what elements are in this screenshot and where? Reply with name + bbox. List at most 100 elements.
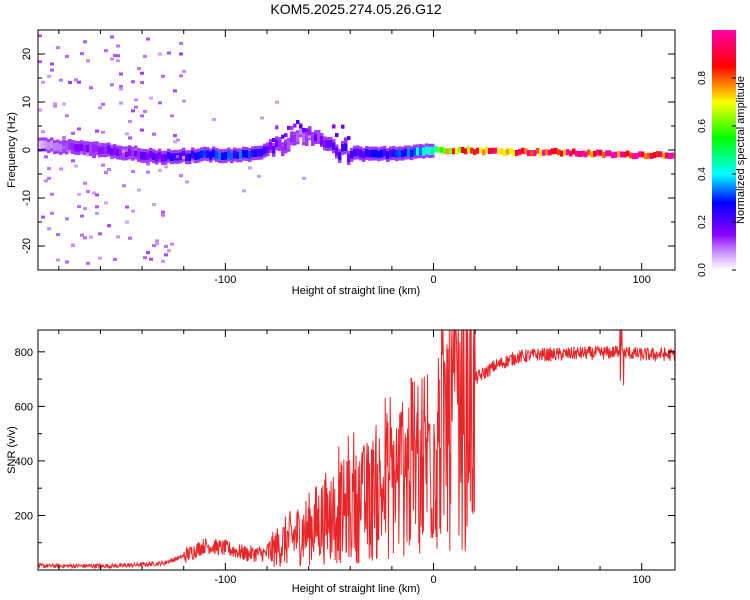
spectrogram-cell [437,146,441,153]
spectrogram-cell [131,209,135,213]
spectrogram-cell [296,130,300,134]
spectrogram-cell [131,157,135,161]
spectrogram-cell [266,145,270,154]
spectrogram-cell [47,227,51,231]
spectrogram-cell [458,146,462,153]
chart-title: KOM5.2025.274.05.26.G12 [270,1,441,17]
spectrogram-cell [323,147,327,151]
colorbar-tick-label: 0.8 [697,71,708,85]
spectrogram-cell [116,145,120,149]
spectrogram-cell [242,146,246,150]
spectrogram-cell [275,147,279,151]
spectrogram-cell [242,157,246,161]
spectrogram-cell [176,160,180,164]
spectrogram-cell [590,151,594,158]
spectrogram-cell [320,135,324,144]
spectrogram-cell [77,80,81,84]
spectrogram-cell [104,154,108,158]
spectrogram-cell [533,150,537,157]
spectrogram-cell [329,147,333,151]
spectrogram-cell [50,137,54,141]
spectrogram-cell [542,149,546,156]
spectrogram-cell [560,150,564,157]
spectrogram-cell [134,147,138,151]
spectrogram-cell [38,108,42,112]
spectrogram-cell [146,251,150,255]
spectrogram-cell [77,140,81,144]
spectrogram-cell [416,155,420,159]
spectrogram-cell [173,160,177,164]
spectrogram-cell [314,137,318,142]
spectrogram-cell [284,142,288,151]
spectrogram-cell [44,155,48,159]
spectrogram-cell [236,159,240,163]
spectrogram-cell [65,114,69,118]
spectrogram-cell [587,149,591,156]
spectrogram-cell [359,146,363,150]
spectrogram-cell [557,149,561,156]
spectrogram-cell [377,158,381,162]
spectrogram-cell [248,158,252,162]
spectrogram-cell [569,150,573,157]
spectrogram-cell [182,155,186,159]
spectrogram-cell [41,80,45,84]
spectrogram-cell [287,140,291,149]
spectrogram-cell [191,147,195,151]
spectrogram-cell [44,140,48,149]
spectrogram-cell [338,159,342,163]
spectrogram-cell [287,125,291,130]
spectrogram-cell [485,147,489,154]
spectrogram-cell [158,151,162,160]
spectrogram-cell [77,127,81,131]
spectrogram-cell [359,157,363,161]
spectrogram-cell [323,139,327,148]
spectrogram-cell [98,256,102,260]
spectrogram-cell [311,131,315,135]
spectrogram-cell [197,151,201,160]
spectrogram-cell [545,149,549,156]
spectrogram-cell [122,149,126,158]
spectrogram-cell [140,71,144,75]
spectrogram-cell [341,151,345,155]
spectrogram-cell [68,81,72,85]
spectrogram-cell [287,148,291,152]
spectrogram-cell [554,148,558,155]
spectrogram-cell [338,151,342,160]
spectrogram-cell [293,134,297,143]
snr-xtick-label: -100 [214,574,236,586]
spectrogram-cell [401,157,405,161]
spectrogram-cell [404,156,408,160]
spectrogram-cell [383,156,387,160]
spectrogram-xtick-label: 0 [430,274,436,286]
spectrogram-cell [275,125,279,130]
spectrogram-cell [176,155,180,159]
spectrogram-cell [266,153,270,157]
spectrogram-cell [464,148,468,155]
spectrogram-cell [143,109,147,113]
spectrogram-cell [203,157,207,161]
spectrogram-cell [143,256,147,260]
spectrogram-cell [140,159,144,163]
spectrogram-cell [173,89,177,93]
spectrogram-cell [299,124,303,129]
spectrogram-cell [113,144,117,148]
spectrogram-cell [326,137,330,141]
spectrogram-cell [278,140,282,149]
spectrogram-cell [44,179,48,183]
spectrogram-cell [500,148,504,155]
spectrogram-cell [146,170,150,174]
colorbar-label: Normalized spectral amplitude [735,76,747,224]
spectrogram-cell [233,150,237,159]
spectrogram-cell [236,151,240,160]
snr-frame [37,329,676,571]
spectrogram-cell [212,149,216,158]
spectrogram-cell [56,142,60,151]
spectrogram-cell [110,57,114,61]
spectrogram-cell [83,236,87,240]
spectrogram-cell [50,148,54,152]
spectrogram-cell [77,192,81,196]
spectrogram-cell [527,150,531,157]
spectrogram-cell [203,146,207,150]
spectrogram-cell [347,136,351,141]
spectrogram-cell [344,151,348,155]
